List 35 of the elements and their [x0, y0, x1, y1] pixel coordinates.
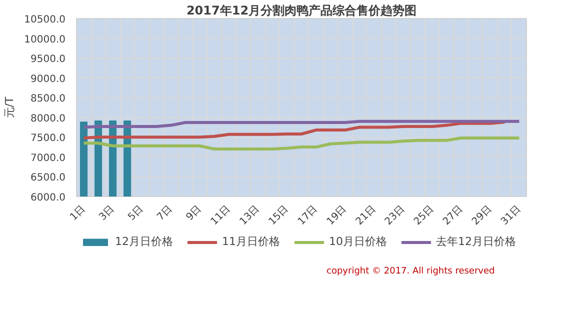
x-tick-label: 3日	[97, 204, 117, 223]
x-tick-label: 27日	[441, 204, 466, 228]
y-tick-label: 7000.0	[30, 152, 66, 164]
legend-label: 12月日价格	[115, 234, 173, 249]
y-tick-label: 8500.0	[30, 94, 66, 105]
y-tick-label: 7500.0	[30, 133, 66, 144]
y-tick-label: 9000.0	[30, 74, 66, 85]
y-tick-label: 9500.0	[30, 54, 66, 66]
y-axis-title: 元/T	[3, 96, 16, 118]
text: copyright © 2017. All rights reserved	[326, 266, 495, 276]
x-tick-label: 29日	[470, 204, 494, 228]
line-series	[82, 120, 506, 140]
x-tick-label: 17日	[296, 204, 320, 228]
x-tick-label: 1日	[68, 204, 88, 223]
x-tick-label: 25日	[412, 204, 436, 228]
y-tick-label: 6500.0	[30, 172, 66, 184]
y-tick-label: 10000.0	[24, 34, 66, 46]
legend-label: 去年12月日价格	[436, 234, 516, 249]
x-tick-label: 5日	[126, 204, 146, 223]
chart-title: 2017年12月分割肉鸭产品综合售价趋势图	[186, 4, 417, 18]
y-tick-label: 6000.0	[30, 192, 66, 204]
x-tick-label: 13日	[238, 204, 262, 228]
y-tick-label: 8000.0	[30, 113, 66, 124]
x-tick-label: 11日	[208, 204, 233, 228]
x-tick-label: 21日	[354, 204, 378, 228]
legend-label: 10月日价格	[329, 234, 387, 249]
y-tick-label: 10500.0	[24, 14, 66, 26]
legend-label: 11月日价格	[222, 234, 280, 249]
x-tick-label: 31日	[499, 204, 524, 228]
x-tick-label: 19日	[325, 204, 349, 228]
x-tick-label: 7日	[155, 204, 175, 223]
x-tick-label: 23日	[383, 204, 408, 228]
x-tick-label: 9日	[184, 204, 204, 223]
x-tick-label: 15日	[267, 204, 291, 228]
line-series	[82, 136, 521, 151]
